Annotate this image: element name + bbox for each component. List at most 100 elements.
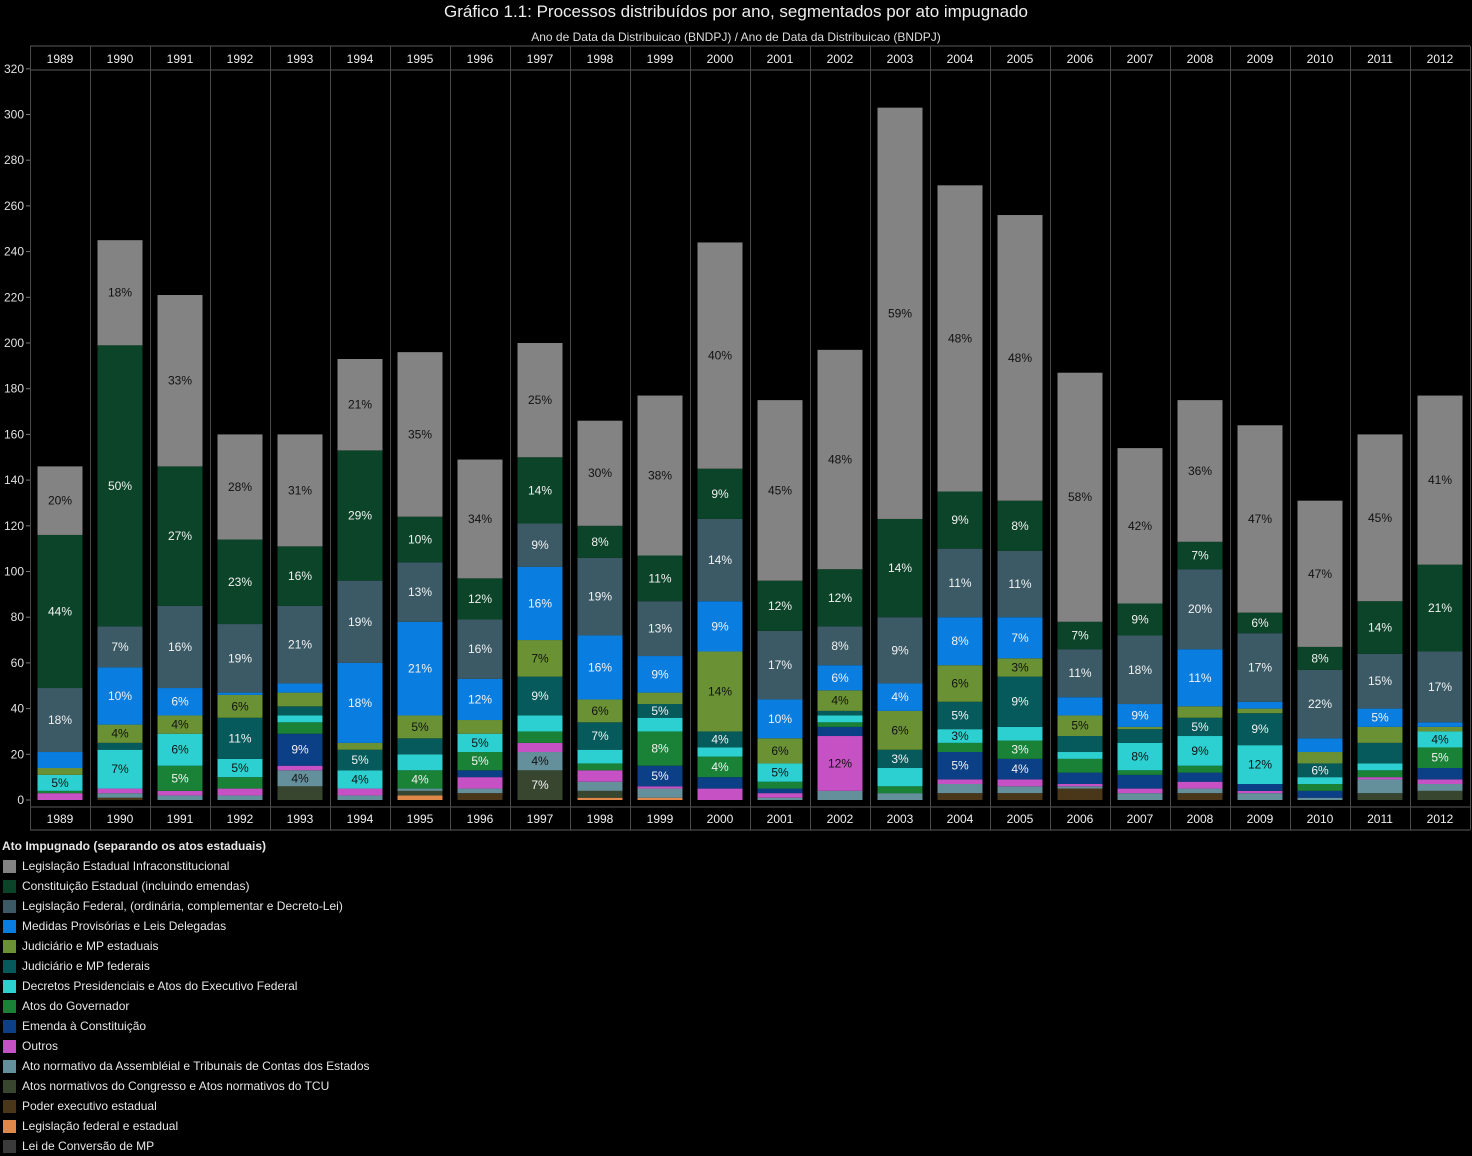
bar-segment [577,749,623,764]
bar-segment [1417,726,1463,732]
bar-segment [1117,704,1163,727]
legend-swatch [3,939,16,953]
bar-segment [757,580,803,631]
legend-item[interactable]: Legislação federal e estadual [0,1116,700,1136]
x-tick-label-top: 1999 [647,52,674,66]
data-label: 5% [171,771,189,785]
data-label: 5% [351,753,369,767]
bar-segment [577,770,623,782]
bar-segment [1237,633,1283,702]
bar-segment [157,765,203,791]
bar-segment [817,715,863,723]
legend-item[interactable]: Poder executivo estadual [0,1096,700,1116]
bar-segment [997,726,1043,741]
bar-segment [937,185,983,492]
bar-segment [1237,784,1283,791]
bar-segment [397,788,443,791]
x-tick-label-bottom: 1997 [527,812,554,826]
bar-segment [997,500,1043,551]
bar-segment [457,770,503,778]
bar-segment [1237,708,1283,714]
bar-segment [697,747,743,757]
data-label: 8% [831,639,849,653]
y-tick-label: 160 [4,427,24,441]
legend-item[interactable]: Medidas Provisórias e Leis Delegadas [0,916,700,936]
x-tick-label-bottom: 2011 [1367,812,1393,826]
legend-item[interactable]: Ato normativo da Assembléial e Tribunais… [0,1056,700,1076]
data-label: 8% [591,535,609,549]
data-label: 10% [408,533,432,547]
legend-item[interactable]: Legislação Federal, (ordinária, compleme… [0,896,700,916]
legend-item[interactable]: Lei de Conversão de MP [0,1136,700,1156]
bar-segment [1177,717,1223,737]
legend-item[interactable]: Constituição Estadual (incluindo emendas… [0,876,700,896]
legend-item[interactable]: Atos normativos do Congresso e Atos norm… [0,1076,700,1096]
data-label: 12% [768,599,792,613]
bar-segment [1417,784,1463,791]
bar-segment [1177,649,1223,707]
data-label: 16% [468,642,492,656]
bar-segment [457,752,503,771]
bar-segment [937,752,983,780]
bar-segment [517,752,563,771]
data-label: 6% [771,744,789,758]
y-tick-label: 140 [4,473,24,487]
data-label: 21% [1428,601,1452,615]
bar-segment [1057,715,1103,737]
bar-segment [97,749,143,789]
bar-segment [1057,788,1103,800]
bar-segment [397,770,443,789]
bar-segment [97,724,143,743]
bar-segment [1057,758,1103,773]
legend-item[interactable]: Legislação Estadual Infraconstitucional [0,856,700,876]
x-tick-label-bottom: 2005 [1007,812,1034,826]
data-label: 5% [411,720,429,734]
legend-item[interactable]: Judiciário e MP estaduais [0,936,700,956]
data-label: 9% [291,743,309,757]
bar-segment [517,676,563,716]
data-label: 11% [648,571,671,585]
x-tick-label-top: 2001 [767,52,794,66]
legend-swatch [3,1099,16,1113]
bar-segment [277,692,323,707]
bar-segment [817,665,863,691]
bar-segment [997,617,1043,659]
data-label: 7% [1191,549,1209,563]
data-label: 28% [228,480,252,494]
x-tick-label-bottom: 2001 [767,812,794,826]
legend-item[interactable]: Atos do Governador [0,996,700,1016]
bar-segment [97,797,143,800]
data-label: 3% [1011,743,1029,757]
bar-segment [877,518,923,618]
bar-segment [1417,564,1463,652]
bar-segment [997,779,1043,787]
bar-segment [577,790,623,798]
bar-segment [1117,635,1163,705]
legend-item[interactable]: Decretos Presidenciais e Atos do Executi… [0,976,700,996]
bar-segment [757,699,803,739]
bar-segment [457,619,503,679]
legend-item[interactable]: Outros [0,1036,700,1056]
data-label: 9% [1191,744,1209,758]
bar-segment [697,731,743,748]
bar-segment [337,358,383,451]
bar-segment [1417,790,1463,800]
data-label: 10% [108,689,132,703]
bar-segment [337,450,383,581]
legend-item[interactable]: Judiciário e MP federais [0,956,700,976]
bar-segment [577,781,623,791]
legend-item[interactable]: Emenda à Constituição [0,1016,700,1036]
bar-segment [1417,747,1463,769]
bar-segment [877,617,923,684]
y-tick-label: 80 [11,610,25,624]
data-label: 6% [1311,763,1329,777]
data-label: 12% [468,592,492,606]
data-label: 17% [1428,680,1452,694]
data-label: 13% [648,622,672,636]
bar-segment [277,605,323,684]
bar-segment [217,694,263,718]
data-label: 9% [711,487,729,501]
x-tick-label-top: 1990 [107,52,134,66]
bar-segment [457,459,503,579]
legend: Ato Impugnado (separando os atos estadua… [0,838,700,1156]
